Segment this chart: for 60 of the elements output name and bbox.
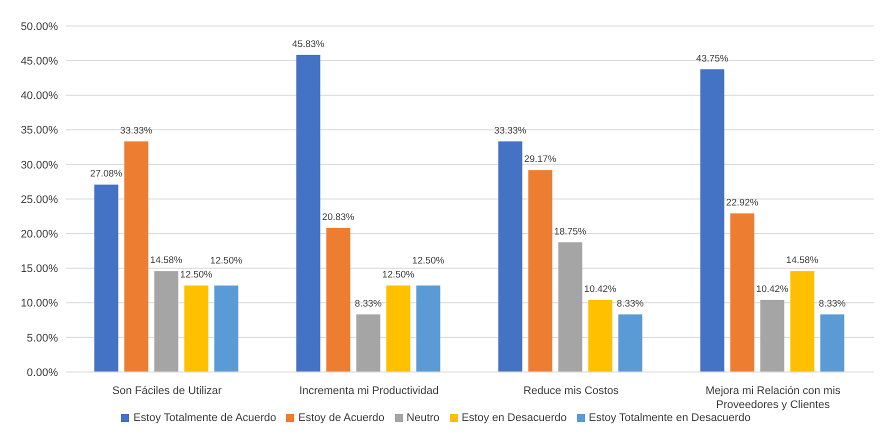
data-label: 33.33% <box>120 125 153 136</box>
bar <box>94 184 118 372</box>
data-label: 43.75% <box>696 53 729 64</box>
y-tick-label: 35.00% <box>20 124 58 137</box>
bar <box>528 170 552 372</box>
bar <box>498 141 522 372</box>
bar <box>760 300 784 372</box>
x-tick-label: Reduce mis Costos <box>523 385 620 397</box>
legend-label: Estoy Totalmente en Desacuerdo <box>588 412 751 424</box>
y-tick-label: 30.00% <box>20 159 58 172</box>
y-tick-label: 45.00% <box>20 56 58 68</box>
bar <box>124 141 148 372</box>
y-tick-label: 15.00% <box>20 263 58 276</box>
data-label: 12.50% <box>210 256 243 266</box>
y-tick-label: 20.00% <box>20 228 58 241</box>
data-label: 10.42% <box>584 284 617 295</box>
bar <box>184 286 208 372</box>
data-label: 12.50% <box>382 270 415 280</box>
bar <box>214 286 238 372</box>
bar <box>154 271 178 372</box>
legend-label: Estoy de Acuerdo <box>298 412 385 424</box>
bar <box>700 69 724 372</box>
x-tick-label: Son Fáciles de Utilizar <box>112 385 222 397</box>
y-tick-label: 5.00% <box>26 332 58 344</box>
data-label: 8.33% <box>616 298 644 310</box>
y-tick-label: 50.00% <box>20 20 58 33</box>
data-label: 12.50% <box>412 256 445 266</box>
bar <box>730 213 754 372</box>
data-label: 14.58% <box>150 255 183 266</box>
y-tick-label: 40.00% <box>20 90 58 102</box>
data-label: 20.83% <box>322 212 355 223</box>
legend-label: Estoy Totalmente de Acuerdo <box>133 412 276 424</box>
bar <box>790 271 814 372</box>
bar <box>356 314 380 372</box>
data-label: 29.17% <box>524 154 557 166</box>
data-label: 18.75% <box>554 226 587 238</box>
y-tick-label: 25.00% <box>20 194 58 206</box>
x-tick-label: Incrementa mi Productividad <box>299 385 439 397</box>
bar <box>558 242 582 372</box>
y-tick-label: 0.00% <box>26 366 58 379</box>
bar <box>326 228 350 372</box>
data-label: 12.50% <box>180 270 213 280</box>
x-tick-label: Mejora mi Relación con mis Proveedores y Clientes <box>705 385 842 411</box>
data-label: 8.33% <box>818 298 846 310</box>
data-label: 33.33% <box>494 125 527 136</box>
bar <box>618 314 642 372</box>
data-label: 10.42% <box>756 284 789 295</box>
bar <box>588 300 612 372</box>
bar <box>820 314 844 372</box>
bar <box>296 54 320 372</box>
legend-label: Neutro <box>406 412 440 424</box>
data-label: 14.58% <box>786 255 819 266</box>
data-label: 45.83% <box>292 38 325 50</box>
legend-label: Estoy en Desacuerdo <box>462 412 567 424</box>
bar <box>386 286 410 372</box>
data-label: 27.08% <box>90 168 123 180</box>
y-tick-label: 10.00% <box>20 298 58 310</box>
bar <box>416 286 440 372</box>
data-label: 22.92% <box>726 197 759 208</box>
data-label: 8.33% <box>354 298 382 310</box>
